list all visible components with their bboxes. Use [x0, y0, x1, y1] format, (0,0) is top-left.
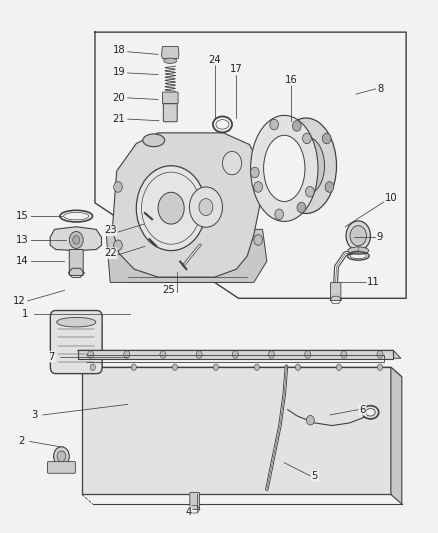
Polygon shape [113, 133, 262, 277]
Polygon shape [78, 350, 401, 358]
Circle shape [341, 351, 347, 358]
Circle shape [303, 133, 311, 144]
Circle shape [350, 225, 367, 246]
FancyBboxPatch shape [47, 462, 75, 473]
Polygon shape [391, 367, 402, 504]
Circle shape [325, 182, 334, 192]
Circle shape [199, 199, 213, 216]
Circle shape [223, 151, 242, 175]
Circle shape [213, 364, 219, 370]
Text: 21: 21 [113, 114, 125, 124]
Text: 2: 2 [18, 437, 24, 447]
Circle shape [295, 364, 300, 370]
Text: 12: 12 [12, 296, 25, 306]
Text: 15: 15 [16, 211, 28, 221]
Text: 20: 20 [113, 93, 125, 103]
Ellipse shape [264, 135, 305, 201]
Circle shape [293, 120, 301, 131]
Circle shape [196, 351, 202, 358]
Circle shape [251, 167, 259, 178]
Circle shape [53, 447, 69, 466]
Circle shape [158, 192, 184, 224]
Ellipse shape [348, 247, 369, 254]
Circle shape [114, 182, 122, 192]
Circle shape [124, 351, 130, 358]
Circle shape [307, 416, 314, 425]
Circle shape [336, 364, 342, 370]
Circle shape [172, 364, 177, 370]
FancyBboxPatch shape [69, 249, 83, 276]
Text: 9: 9 [377, 232, 383, 243]
Circle shape [160, 351, 166, 358]
Circle shape [275, 209, 283, 220]
Circle shape [254, 182, 262, 192]
Circle shape [69, 231, 83, 248]
Circle shape [305, 351, 311, 358]
Circle shape [254, 235, 262, 245]
FancyBboxPatch shape [190, 492, 199, 510]
Circle shape [306, 187, 314, 197]
Ellipse shape [251, 115, 318, 221]
Circle shape [377, 351, 383, 358]
Text: 8: 8 [377, 84, 383, 94]
Text: 10: 10 [385, 192, 397, 203]
Ellipse shape [366, 409, 375, 416]
FancyBboxPatch shape [50, 311, 102, 374]
Text: 5: 5 [311, 471, 318, 481]
Text: 25: 25 [162, 285, 175, 295]
Text: 17: 17 [230, 64, 243, 74]
Ellipse shape [57, 317, 96, 327]
Polygon shape [50, 227, 102, 251]
Ellipse shape [288, 136, 325, 195]
Ellipse shape [276, 118, 336, 214]
Text: 6: 6 [360, 405, 366, 415]
Circle shape [90, 364, 95, 370]
Circle shape [270, 119, 279, 130]
Text: 1: 1 [22, 309, 28, 319]
Polygon shape [106, 229, 267, 282]
Text: 19: 19 [113, 67, 125, 77]
Polygon shape [82, 367, 391, 495]
Circle shape [114, 240, 122, 251]
Circle shape [322, 133, 331, 144]
Circle shape [346, 221, 371, 251]
Text: 4: 4 [185, 507, 192, 517]
Polygon shape [82, 367, 402, 377]
Text: 14: 14 [16, 256, 28, 266]
Polygon shape [78, 350, 393, 359]
Ellipse shape [164, 58, 177, 63]
Circle shape [131, 364, 136, 370]
Text: 22: 22 [104, 248, 117, 259]
FancyBboxPatch shape [162, 92, 178, 104]
Text: 7: 7 [48, 352, 55, 361]
Text: 3: 3 [31, 410, 37, 420]
FancyBboxPatch shape [330, 282, 341, 301]
Circle shape [232, 351, 238, 358]
Circle shape [268, 351, 275, 358]
Circle shape [378, 364, 383, 370]
Circle shape [73, 236, 80, 244]
Text: 16: 16 [284, 75, 297, 85]
Circle shape [297, 202, 306, 213]
Circle shape [189, 187, 223, 227]
Text: 11: 11 [367, 277, 380, 287]
Text: 13: 13 [16, 235, 28, 245]
Polygon shape [162, 46, 179, 59]
Circle shape [88, 351, 94, 358]
Text: 23: 23 [104, 225, 117, 236]
Text: 24: 24 [208, 55, 221, 64]
Circle shape [275, 164, 283, 175]
Circle shape [136, 166, 206, 251]
FancyBboxPatch shape [163, 104, 177, 122]
Ellipse shape [143, 134, 165, 147]
Circle shape [57, 451, 66, 462]
Circle shape [254, 364, 260, 370]
Text: 18: 18 [113, 45, 125, 55]
